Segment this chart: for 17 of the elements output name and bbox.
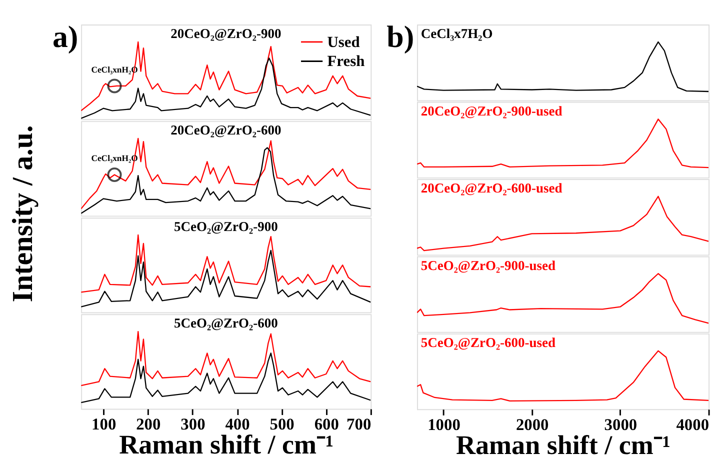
x-tick-label: 100 xyxy=(92,414,116,434)
chart-title: 5CeO₂@ZrO₂-900-used xyxy=(420,258,556,273)
x-tick-label: 700 xyxy=(346,414,372,434)
chart-title: 5CeO₂@ZrO₂-600-used xyxy=(420,334,556,350)
chart-title: CeCl₃x7H₂O xyxy=(420,26,493,42)
text: a) xyxy=(52,18,78,54)
chart-title: 20CeO₂@ZrO₂-600-used xyxy=(420,180,563,196)
chart-title: 20CeO₂@ZrO₂-900 xyxy=(170,26,282,42)
text: b) xyxy=(386,18,414,54)
legend-label: Fresh xyxy=(327,53,366,70)
x-tick-label: 4000 xyxy=(676,414,710,434)
chart-title: 5CeO₂@ZrO₂-900 xyxy=(174,219,278,234)
y-axis-title: Intensity / a.u. xyxy=(6,125,39,302)
chart-title: 20CeO₂@ZrO₂-600 xyxy=(170,122,282,138)
chart-title: 20CeO₂@ZrO₂-900-used xyxy=(420,103,563,118)
legend-label: Used xyxy=(327,34,360,51)
chart-title: 5CeO₂@ZrO₂-600 xyxy=(174,316,278,331)
